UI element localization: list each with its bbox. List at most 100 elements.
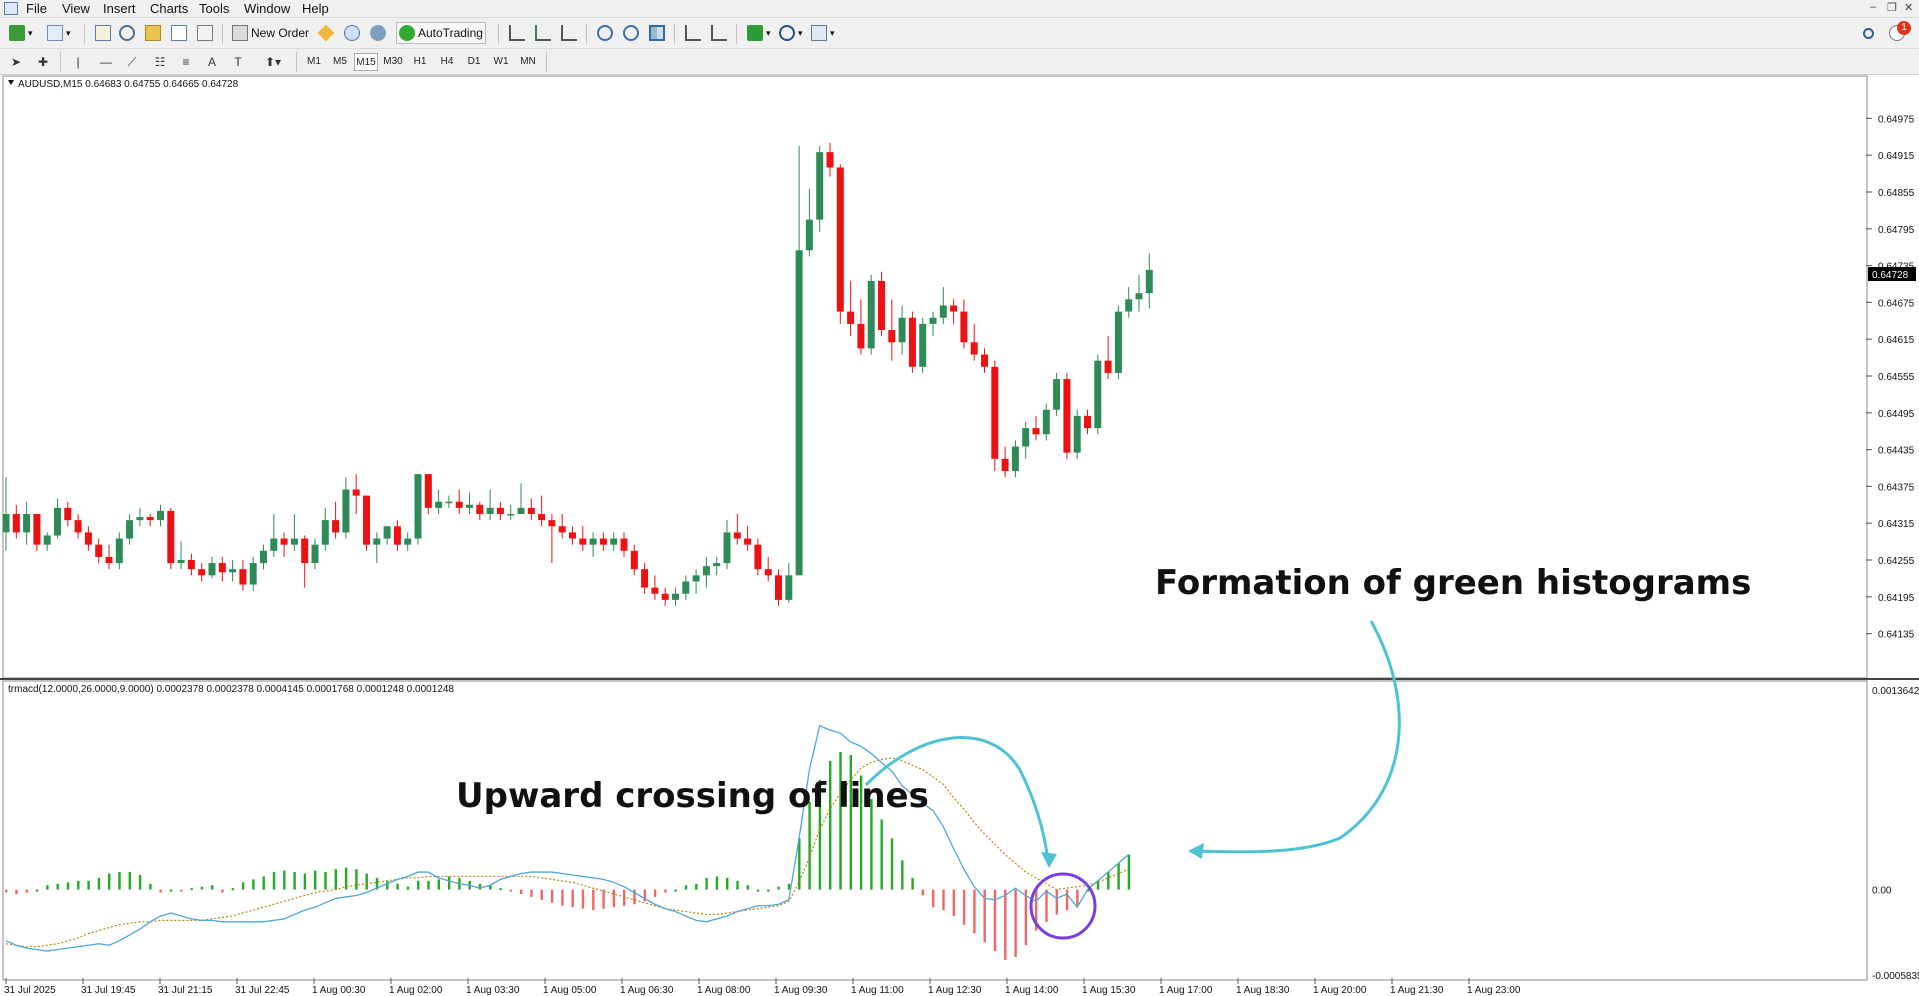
histogram-bar [365,873,368,890]
menu-help[interactable]: Help [302,1,329,16]
zoom-in-button[interactable] [594,22,616,44]
close-icon[interactable]: ✕ [1904,2,1914,14]
menu-file[interactable]: File [26,1,47,16]
bar-chart-button[interactable] [506,22,528,44]
autotrading-button[interactable]: AutoTrading [396,22,486,44]
menu-tools[interactable]: Tools [199,1,230,16]
tf-m15[interactable]: M15 [354,53,378,71]
histogram-bar [355,869,358,890]
signals-button[interactable] [341,22,363,44]
histogram-bar [695,883,698,890]
price-label: 0.64975 [1878,114,1915,125]
arrows-icon[interactable]: ⬆▾ [264,55,282,69]
candle-body [733,532,741,539]
candle-body [795,250,803,576]
candle-body [1053,379,1061,410]
chart-menu-icon[interactable] [8,80,14,85]
crosshair-icon[interactable]: ✚ [37,55,49,69]
tf-h1[interactable]: H1 [413,56,427,67]
histogram-bar [509,889,513,892]
candle-body [826,152,834,168]
chart-header: AUDUSD,M15 0.64683 0.64755 0.64665 0.647… [18,79,239,90]
search-button[interactable] [1860,22,1877,44]
navigator-button[interactable] [116,22,138,44]
periods-button[interactable]: ▾ [776,22,806,44]
cursor-icon[interactable]: ➤ [10,55,22,69]
menu-view[interactable]: View [62,1,90,16]
candle-body [816,152,824,220]
autoscroll-button[interactable] [708,22,730,44]
fibonacci-icon[interactable]: ≡ [182,55,190,69]
trendline-icon[interactable]: ⟋ [127,55,137,69]
candles [2,142,1153,606]
tf-w1[interactable]: W1 [493,56,509,67]
restore-icon[interactable]: ❐ [1887,2,1897,14]
chart-shift-button[interactable] [682,22,704,44]
histogram-bar [200,886,204,890]
data-window-button[interactable] [142,22,164,44]
templates-button[interactable]: ▾ [808,22,838,44]
histogram-bar [87,880,90,890]
histogram-bar [870,798,873,890]
text-label-icon[interactable]: T [234,55,242,69]
histogram-bar [623,889,626,906]
minimize-icon[interactable]: – [1870,1,1877,13]
new-order-button[interactable]: New Order [229,22,312,44]
market-button[interactable] [367,22,389,44]
tf-m5[interactable]: M5 [333,56,347,67]
macd-lines [5,724,1130,952]
candle-body [301,538,309,564]
candle-body [218,563,226,573]
horizontal-line-icon[interactable]: — [100,55,112,69]
zoom-out-button[interactable] [620,22,642,44]
price-label: 0.64495 [1878,409,1915,420]
candlestick-button[interactable] [532,22,554,44]
line-chart-button[interactable] [558,22,580,44]
candle-body [682,581,690,594]
histogram-bar [787,883,791,890]
histogram-bar [808,801,811,890]
menu-charts[interactable]: Charts [150,1,189,16]
tile-windows-button[interactable] [646,22,668,44]
market-watch-button[interactable] [92,22,114,44]
tf-m1[interactable]: M1 [307,56,321,67]
indicators-button[interactable]: ▾ [744,22,774,44]
new-chart-button[interactable]: ▾ [6,22,36,44]
annotation-crossing: Upward crossing of lines [456,776,929,816]
search-icon [1863,27,1874,39]
notifications-button[interactable]: 1 [1886,21,1911,44]
main-chart-pane[interactable] [2,75,1868,679]
candle-body [569,532,576,539]
candle-body [1114,311,1122,373]
tf-m30[interactable]: M30 [383,56,403,67]
candle-body [991,366,999,459]
histogram-bar [396,883,399,890]
tf-d1[interactable]: D1 [467,56,481,67]
magnifier-doc-icon [197,25,213,41]
menu-insert[interactable]: Insert [103,1,136,16]
candle-body [84,532,92,545]
histogram-bar [180,889,183,892]
templates-icon [811,25,827,41]
profiles-button[interactable]: ▾ [44,22,74,44]
vertical-line-icon[interactable]: | [76,55,80,69]
chart-area[interactable]: AUDUSD,M15 0.64683 0.64755 0.64665 0.647… [0,75,1919,996]
notification-badge: 1 [1897,21,1911,35]
tf-h4[interactable]: H4 [440,56,454,67]
indicator-pane[interactable] [2,680,1868,981]
channel-icon[interactable]: ☷ [154,55,166,69]
strategy-tester-button[interactable] [194,22,216,44]
price-label: 0.64195 [1878,593,1915,604]
histogram-bar [756,889,760,892]
histogram-bar [818,779,822,890]
tf-mn[interactable]: MN [520,56,536,67]
crosshair-target-icon [119,25,135,41]
menu-window[interactable]: Window [244,1,291,16]
time-label: 1 Aug 03:30 [466,985,520,996]
histogram-bar [231,888,234,891]
candle-body [1011,446,1019,472]
text-icon[interactable]: A [207,55,216,69]
terminal-button[interactable] [168,22,190,44]
metaeditor-button[interactable] [315,22,337,44]
candle-body [1125,299,1133,312]
